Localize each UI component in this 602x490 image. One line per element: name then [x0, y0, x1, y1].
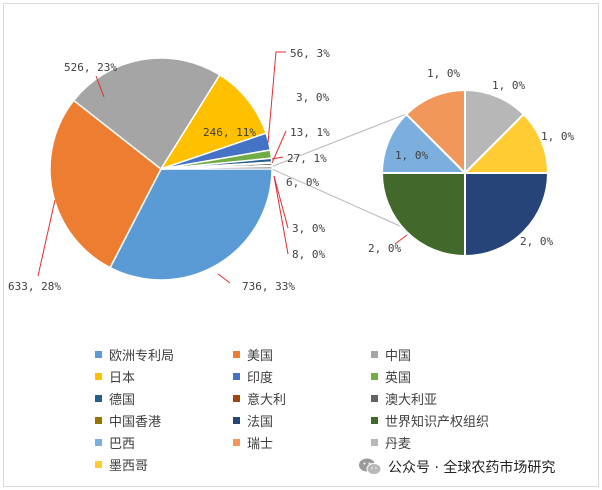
data-label-other: 6, 0% [286, 176, 319, 189]
legend-label: 英国 [385, 371, 412, 386]
label-leader-lines [37, 51, 408, 284]
legend-swatch [371, 373, 378, 380]
secondary-slice-e6b395e59bbd [464, 172, 550, 258]
watermark-text: 公众号 · 全球农药市场研究 [388, 460, 556, 476]
data-label-e4b8ade59bbde9a699e6b8af: 3, 0% [292, 222, 325, 235]
legend-label: 中国 [385, 349, 412, 364]
legend-label: 墨西哥 [109, 459, 149, 474]
legend-item: 墨西哥 [95, 454, 233, 475]
leader-line-e6beb3e5a4a7e588a9e4ba9a [273, 175, 289, 255]
leader-line-e4b8ade59bbd [95, 75, 105, 98]
legend-item: 瑞士 [233, 432, 371, 453]
legend-swatch [371, 417, 378, 424]
legend-swatch [95, 461, 102, 468]
secondary-label-e5b7b4e8a5bf: 1, 0% [395, 149, 428, 162]
leader-line-e5beb7e59bbd [271, 130, 287, 164]
legend-item: 法国 [233, 410, 371, 431]
legend-label: 法国 [247, 415, 274, 430]
legend-label: 巴西 [109, 437, 136, 452]
pie-chart: 736, 33% 633, 28% 526, 23% 246, 11% 56, 3% 27… [8, 47, 574, 293]
pie-slice-e4b8ade59bbd [72, 57, 221, 171]
legend-item: 德国 [95, 388, 233, 409]
secondary-label-e6b395e59bbd: 2, 0% [520, 235, 553, 248]
data-label-e58db0e5baa6: 56, 3% [290, 47, 330, 60]
data-label-e7be8ee59bbd: 633, 28% [8, 280, 61, 293]
secondary-slice-e7919ee5a3ab [404, 88, 466, 176]
legend-item: 澳大利亚 [371, 388, 531, 409]
legend-swatch [95, 439, 102, 446]
legend-label: 澳大利亚 [385, 393, 438, 408]
leader-line-e7be8ee59bbd [37, 199, 56, 277]
legend-item: 中国香港 [95, 410, 233, 431]
legend-item: 丹麦 [371, 432, 531, 453]
data-labels: 736, 33% 633, 28% 526, 23% 246, 11% 56, 3% 27… [8, 47, 574, 293]
legend-item: 日本 [95, 366, 233, 387]
legend-label: 德国 [109, 393, 136, 408]
legend-label: 美国 [247, 349, 274, 364]
legend-item: 欧洲专利局 [95, 344, 233, 365]
data-label-e6848fe5a4a7e588a9: 3, 0% [296, 91, 329, 104]
data-label-e6beb3e5a4a7e588a9e4ba9a: 8, 0% [292, 248, 325, 261]
legend-swatch [95, 417, 102, 424]
main-pie [49, 57, 273, 281]
secondary-label-e4b896e7958ce79fa5e8af86: 2, 0% [368, 242, 401, 255]
legend-label: 丹麦 [385, 437, 412, 452]
secondary-slice-e4b8b9e9baa6 [464, 88, 526, 176]
legend-swatch [371, 351, 378, 358]
pie-slice-other [160, 166, 273, 170]
legend-swatch [233, 351, 240, 358]
legend: 欧洲专利局 美国 中国日本 印度 英国德国 意大利 澳大利亚中国香港 法国 世界知识产权组织巴西… [95, 344, 555, 475]
legend-item: 美国 [233, 344, 371, 365]
legend-swatch [371, 439, 378, 446]
legend-label: 世界知识产权组织 [385, 415, 490, 430]
legend-label: 欧洲专利局 [109, 349, 175, 364]
secondary-label-e7919ee5a3ab: 1, 0% [427, 67, 460, 80]
watermark: 公众号 · 全球农药市场研究 [358, 456, 555, 478]
pie-slice-e6aca7e6b4b2e4b893e588a9 [109, 168, 273, 281]
leader-line-e4b8ade59bbde9a699e6b8af [273, 175, 289, 229]
legend-swatch [95, 351, 102, 358]
legend-item: 英国 [371, 366, 531, 387]
legend-swatch [371, 395, 378, 402]
pie-slice-e7be8ee59bbd [49, 99, 162, 269]
legend-item: 意大利 [233, 388, 371, 409]
legend-label: 日本 [109, 371, 136, 386]
pie-slice-e697a5e69cac [159, 73, 268, 171]
secondary-slice-e5b7b4e8a5bf [380, 112, 468, 174]
legend-item: 中国 [371, 344, 531, 365]
legend-swatch [233, 417, 240, 424]
wechat-icon [359, 458, 382, 475]
chart-frame [3, 3, 599, 487]
secondary-leader-e4b896e7958ce79fa5e8af86 [394, 234, 408, 245]
legend-item: 世界知识产权组织 [371, 410, 531, 431]
legend-label: 意大利 [247, 393, 287, 408]
legend-item: 巴西 [95, 432, 233, 453]
leader-line-e58db0e5baa6 [267, 51, 286, 144]
legend-swatch [95, 395, 102, 402]
legend-label: 瑞士 [247, 437, 274, 452]
legend-label: 印度 [247, 371, 274, 386]
data-label-e6aca7e6b4b2e4b893e588a9: 736, 33% [242, 280, 295, 293]
legend-label: 中国香港 [109, 415, 162, 430]
secondary-slice-e4b896e7958ce79fa5e8af86 [380, 172, 466, 258]
data-label-e4b8ade59bbd: 526, 23% [64, 61, 117, 74]
secondary-label-e4b8b9e9baa6: 1, 0% [492, 79, 525, 92]
legend-item: 印度 [233, 366, 371, 387]
legend-swatch [233, 439, 240, 446]
data-label-e5beb7e59bbd: 13, 1% [290, 126, 330, 139]
legend-swatch [233, 373, 240, 380]
secondary-label-e5a2a8e8a5bfe593a5: 1, 0% [541, 130, 574, 143]
legend-swatch [95, 373, 102, 380]
data-label-e697a5e69cac: 246, 11% [203, 126, 256, 139]
secondary-slice-e5a2a8e8a5bfe593a5 [462, 112, 550, 174]
legend-swatch [233, 395, 240, 402]
data-label-e88bb1e59bbd: 27, 1% [287, 152, 327, 165]
secondary-pie [380, 88, 550, 258]
leader-line-e6aca7e6b4b2e4b893e588a9 [217, 273, 231, 284]
